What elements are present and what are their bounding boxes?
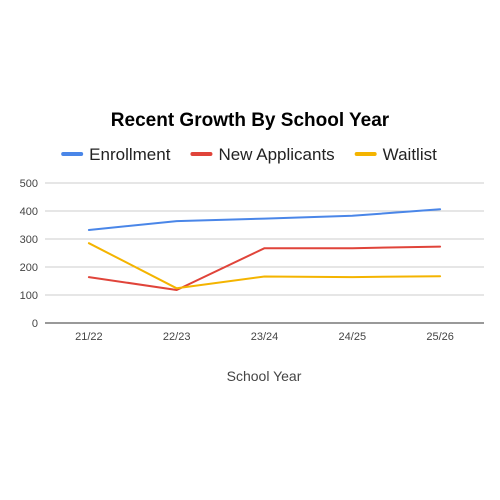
legend-item: New Applicants xyxy=(190,145,335,164)
chart-title: Recent Growth By School Year xyxy=(111,110,390,131)
legend-item: Enrollment xyxy=(61,145,171,164)
x-tick-label: 23/24 xyxy=(251,331,279,343)
x-tick-label: 25/26 xyxy=(426,331,454,343)
series-lines xyxy=(87,208,442,291)
x-tick-label: 22/23 xyxy=(163,331,191,343)
series-line-enrollment xyxy=(87,208,442,231)
series-line-new-applicants xyxy=(87,245,442,291)
legend-label: Waitlist xyxy=(383,145,437,164)
series-line-waitlist xyxy=(87,242,442,290)
x-axis: 21/22 22/23 23/24 24/25 25/26 xyxy=(75,331,454,343)
x-tick-label: 24/25 xyxy=(339,331,367,343)
legend: Enrollment New Applicants Waitlist xyxy=(61,145,437,164)
y-tick-label: 300 xyxy=(20,234,38,246)
y-tick-label: 200 xyxy=(20,262,38,274)
grid xyxy=(45,182,484,324)
y-tick-label: 100 xyxy=(20,290,38,302)
legend-label: Enrollment xyxy=(89,145,171,164)
y-axis: 0 100 200 300 400 500 xyxy=(20,178,38,330)
y-tick-label: 400 xyxy=(20,206,38,218)
x-tick-label: 21/22 xyxy=(75,331,103,343)
legend-label: New Applicants xyxy=(218,145,334,164)
x-axis-title: School Year xyxy=(227,368,302,384)
y-tick-label: 500 xyxy=(20,178,38,190)
legend-item: Waitlist xyxy=(354,145,437,164)
y-tick-label: 0 xyxy=(32,318,38,330)
